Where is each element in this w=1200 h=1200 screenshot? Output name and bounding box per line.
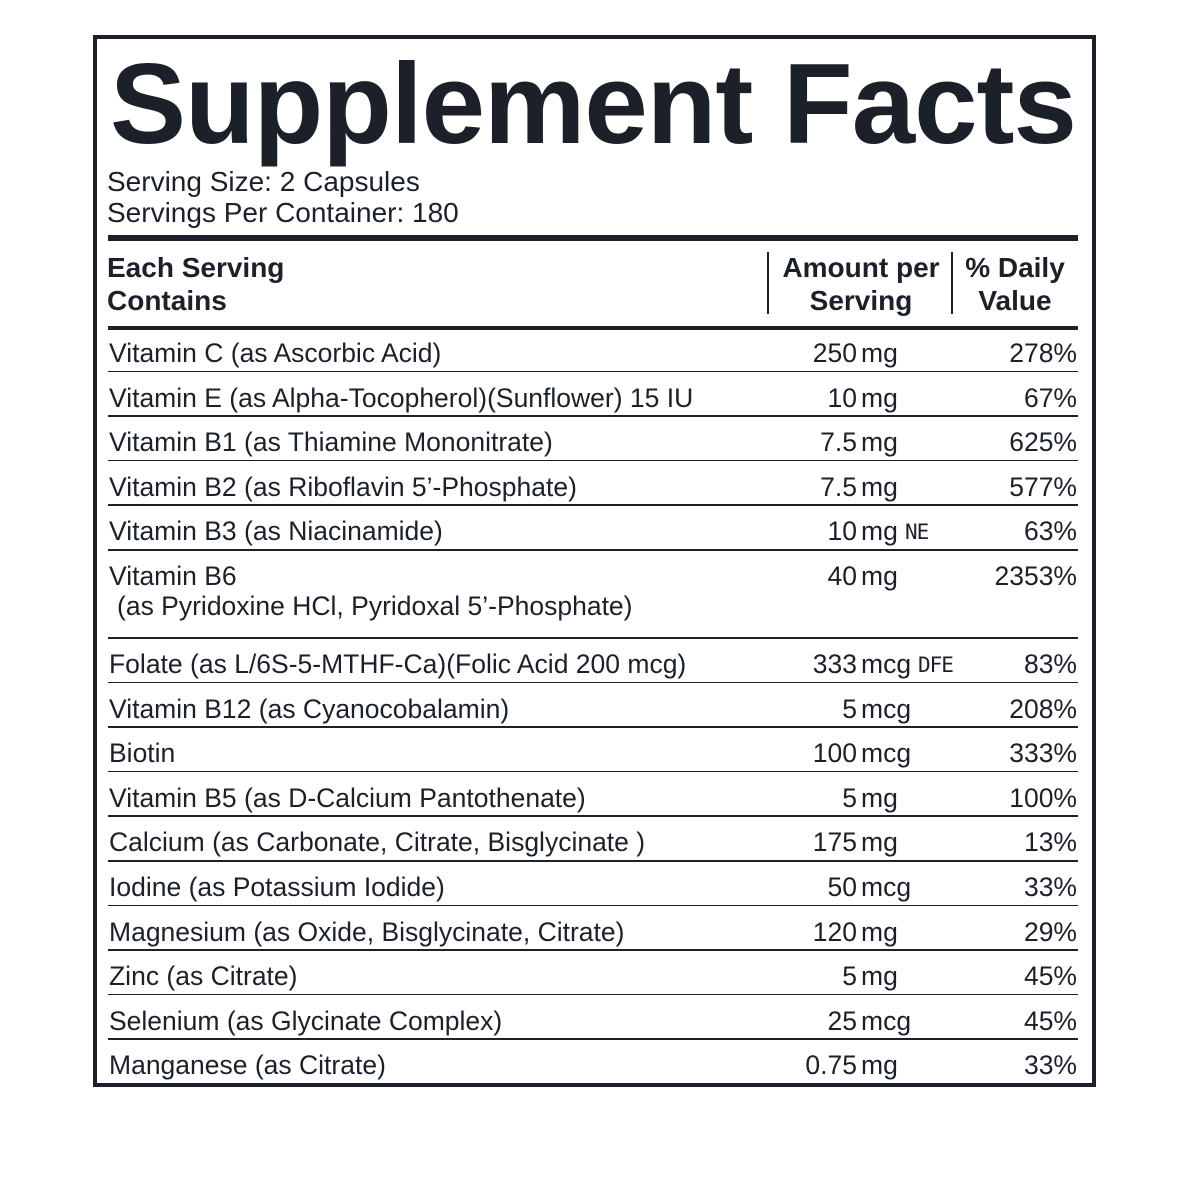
amount-unit: mg: [861, 827, 898, 858]
nutrient-name: Selenium (as Glycinate Complex): [109, 1005, 503, 1036]
row-rule: [108, 549, 1078, 551]
daily-value: 33%: [1023, 872, 1077, 902]
row-rule: [108, 459, 1078, 462]
row-rule: [108, 904, 1078, 907]
amount-number: 175: [812, 827, 857, 858]
amount-number: 5: [842, 693, 857, 724]
amount-number: 250: [812, 338, 857, 368]
nutrient-name: Calcium (as Carbonate, Citrate, Bisglyci…: [109, 827, 646, 858]
amount-unit: mg: [861, 916, 898, 947]
row-rule: [108, 1038, 1078, 1040]
amount-unit: mcg: [861, 738, 912, 769]
column-header: Each Serving: [107, 252, 285, 283]
amount-unit: mcg: [861, 872, 912, 902]
amount-unit: mcg: [861, 649, 912, 679]
nutrient-name: Vitamin B12 (as Cyanocobalamin): [109, 693, 510, 724]
amount-number: 10: [827, 382, 857, 413]
nutrient-name: Folate (as L/6S-5-MTHF-Ca)(Folic Acid 20…: [109, 649, 687, 679]
amount-unit: mg: [861, 782, 898, 813]
row-rule: [108, 949, 1078, 951]
nutrient-name: Vitamin B2 (as Riboflavin 5’-Phosphate): [109, 471, 577, 502]
nutrient-name: Vitamin E (as Alpha-Tocopherol)(Sunflowe…: [109, 382, 694, 413]
amount-number: 120: [812, 916, 857, 947]
row-rule: [108, 637, 1078, 639]
daily-value: 45%: [1023, 961, 1077, 992]
nutrient-name: Iodine (as Potassium Iodide): [109, 872, 445, 902]
column-header: Serving: [809, 285, 913, 316]
servings-per-container: Servings Per Container: 180: [107, 197, 459, 228]
amount-unit: mg: [861, 427, 898, 458]
daily-value: 577%: [1009, 471, 1077, 502]
daily-value: 2353%: [994, 561, 1077, 591]
row-rule: [108, 993, 1078, 996]
nutrient-name: Zinc (as Citrate): [109, 961, 298, 992]
daily-value: 45%: [1023, 1005, 1077, 1036]
nutrient-name: Vitamin B1 (as Thiamine Mononitrate): [109, 427, 553, 458]
amount-number: 10: [827, 516, 857, 547]
daily-value: 333%: [1009, 738, 1077, 769]
row-rule: [108, 415, 1078, 417]
column-header: Value: [978, 285, 1052, 316]
amount-unit: mg: [861, 338, 898, 368]
nutrient-name: Manganese (as Citrate): [109, 1050, 386, 1081]
row-rule: [108, 860, 1078, 862]
nutrient-name: Magnesium (as Oxide, Bisglycinate, Citra…: [109, 916, 625, 947]
column-header: Amount per: [782, 252, 940, 283]
daily-value: 29%: [1023, 916, 1077, 947]
amount-number: 7.5: [820, 471, 857, 502]
label-border: [93, 35, 1096, 1087]
nutrient-name: Vitamin B3 (as Niacinamide): [109, 516, 443, 547]
daily-value: 63%: [1023, 516, 1077, 547]
daily-value: 100%: [1009, 782, 1077, 813]
serving-size: Serving Size: 2 Capsules: [107, 166, 420, 197]
daily-value: 208%: [1009, 693, 1077, 724]
title: Supplement Facts: [110, 41, 1077, 168]
column-separator: [767, 252, 769, 314]
nutrient-name: Vitamin B5 (as D-Calcium Pantothenate): [109, 782, 586, 813]
amount-number: 25: [827, 1005, 857, 1036]
nutrient-detail: (as Pyridoxine HCl, Pyridoxal 5’-Phospha…: [117, 591, 633, 621]
row-rule: [108, 504, 1078, 506]
header-rule: [108, 326, 1078, 330]
amount-number: 7.5: [820, 427, 857, 458]
amount-number: 50: [827, 872, 857, 902]
amount-note: DFE: [918, 653, 954, 677]
nutrient-name: Vitamin B6: [109, 561, 237, 591]
amount-unit: mcg: [861, 1005, 912, 1036]
row-rule: [108, 370, 1078, 373]
daily-value: 33%: [1023, 1050, 1077, 1081]
amount-unit: mg: [861, 561, 898, 591]
amount-unit: mg: [861, 961, 898, 992]
row-rule: [108, 770, 1078, 773]
amount-number: 333: [812, 649, 857, 679]
amount-unit: mg: [861, 1050, 898, 1081]
column-header: Contains: [107, 285, 227, 316]
thick-rule: [108, 235, 1078, 241]
daily-value: 83%: [1023, 649, 1077, 679]
amount-unit: mcg: [861, 693, 912, 724]
amount-number: 5: [842, 782, 857, 813]
amount-number: 100: [812, 738, 857, 769]
amount-unit: mg: [861, 516, 898, 547]
amount-unit: mg: [861, 471, 898, 502]
row-rule: [108, 681, 1078, 684]
column-separator: [951, 252, 953, 314]
amount-unit: mg: [861, 382, 898, 413]
daily-value: 278%: [1009, 338, 1077, 368]
amount-number: 40: [827, 561, 857, 591]
daily-value: 67%: [1023, 382, 1077, 413]
column-header: % Daily: [965, 252, 1065, 283]
amount-number: 0.75: [805, 1050, 857, 1081]
daily-value: 625%: [1009, 427, 1077, 458]
nutrient-name: Vitamin C (as Ascorbic Acid): [109, 338, 442, 368]
amount-number: 5: [842, 961, 857, 992]
row-rule: [108, 815, 1078, 817]
row-rule: [108, 726, 1078, 728]
nutrient-name: Biotin: [109, 738, 176, 769]
amount-note: NE: [905, 520, 929, 545]
daily-value: 13%: [1023, 827, 1077, 858]
